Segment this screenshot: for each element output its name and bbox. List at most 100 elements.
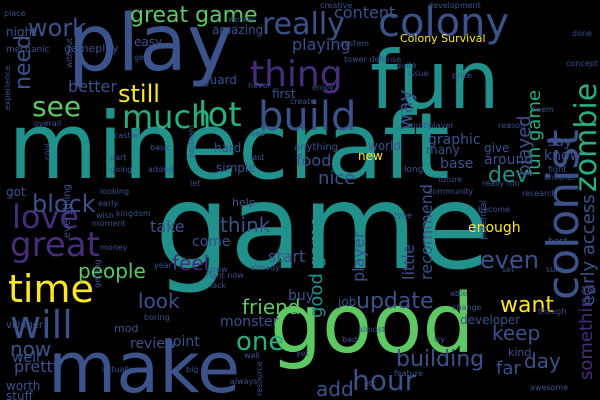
word-colonist: colonist [538,129,589,300]
word-awesome: awesome [530,383,568,392]
word-pretty: pretty [14,357,62,376]
word-many: many [426,143,460,157]
word-food: food [296,151,331,170]
word-time: time [8,267,94,311]
word-money: money [100,243,128,252]
word-way: way [393,89,417,130]
word-try: try [434,335,445,344]
word-first: first [272,87,296,101]
word-still: still [118,80,160,108]
word-nice: nice [318,168,355,189]
word-always: always [230,377,257,386]
word-block: block [32,190,96,218]
word-price: price [452,71,472,80]
word-lot: lot [198,95,242,135]
word-minecraft: minecraft [8,93,450,200]
word-bad: bad [342,335,357,344]
word-guard: guard [202,73,237,87]
word-sure: sure [546,265,563,274]
word-year: year [154,261,173,270]
word-research: research [522,189,557,198]
word-dev: dev [488,163,529,188]
word-early: early [98,199,118,208]
word-overall: overall [34,119,61,128]
word-know: know [544,148,581,164]
word-say: say [548,134,572,150]
word-reason: reason [498,121,525,130]
word-another: another [544,173,576,182]
word-grow: grow [208,265,228,274]
word-night: night [6,25,37,39]
word-colony: colony [378,0,509,46]
word-great: great [10,225,100,265]
word-better: better [68,77,117,96]
word-villager: villager [6,320,44,331]
word-kingdom: kingdom [116,209,151,218]
word-long: long [404,165,423,175]
word-without: without [65,38,74,68]
word-early-access: early access [578,194,599,306]
word-thing: thing [250,54,343,95]
word-good: good [270,277,474,372]
word-point: point [164,334,200,350]
word-done: done [572,29,592,38]
word-lack: lack [210,281,227,290]
word-problem: problem [187,125,196,158]
word-add: add [316,377,354,400]
word-far: far [496,358,521,379]
word-cool: cool [43,144,52,160]
word-day: day [524,349,561,373]
word-good-game: good game [306,216,327,318]
word-update: update [356,289,434,314]
word-well: well [12,350,40,366]
word-world: world [368,139,401,153]
word-got: got [6,185,26,199]
word-player: player [349,231,368,282]
word-colony-survival: Colony Survival [400,32,486,45]
word-hard: hard [214,141,241,155]
word-graphic: graphic [428,132,481,148]
word-added: added [148,165,173,174]
word-game: game [155,158,490,296]
word-big: big [186,365,198,374]
word-issue: issue [408,69,429,78]
word-creative: creative [320,1,352,10]
word-everything: everything [62,184,73,238]
word-best: best [548,237,568,247]
word-multiplayer: multiplayer [408,121,454,130]
word-type: type [394,211,412,220]
word-wish: wish [96,211,114,220]
word-fun: fun [370,34,500,127]
word-easy: easy [134,35,162,49]
word-gameplay: gameplay [64,42,119,55]
word-though: though [538,307,566,316]
word-potential: potential [479,200,489,240]
word-play: play [68,0,233,89]
word-kind: kind [508,346,531,359]
word-resource: resource [255,361,264,396]
word-create: create [290,97,315,106]
word-make: make [48,327,240,400]
word-able: able [450,289,467,298]
word-little: little [399,244,418,280]
word-almost: almost [358,325,385,334]
word-something: something [576,285,597,380]
word-give: give [484,141,509,155]
word-content: content [334,3,395,22]
word-even: even [480,246,539,274]
word-one: one [236,327,284,357]
word-let: let [190,179,200,188]
word-basic: basic [150,143,171,152]
word-castle: castle [114,131,138,140]
word-going: going [110,165,132,174]
word-keep: keep [492,321,540,345]
word-played: played [514,115,535,176]
word-simple: simple [216,161,256,175]
word-experience: experience [3,66,12,110]
word-need: need [11,35,36,90]
word-love: love [12,198,79,236]
word-feature: feature [394,369,423,378]
word-friend: friend [242,295,301,319]
